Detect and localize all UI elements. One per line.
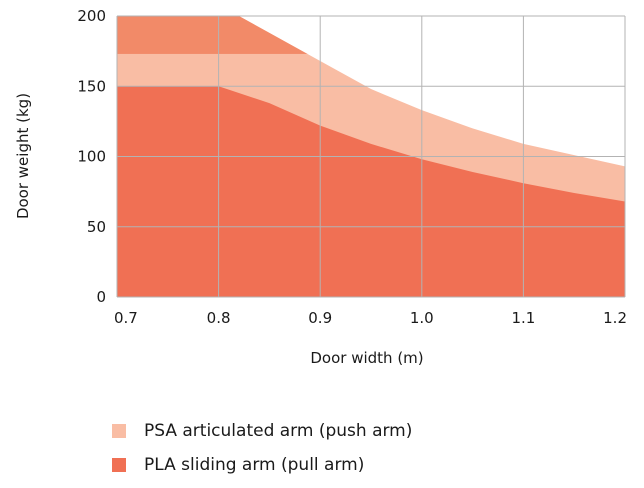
- y-tick-label-3: 150: [77, 77, 106, 95]
- area-pla-pull-arm: [117, 86, 625, 297]
- y-tick-label-1: 50: [87, 218, 106, 236]
- x-axis-ticks: 0.7 0.8 0.9 1.0 1.1 1.2: [114, 309, 627, 327]
- chart-plot: 0.7 0.8 0.9 1.0 1.1 1.2 0 50 100 150 200 Door wid…: [14, 7, 627, 367]
- y-tick-label-0: 0: [96, 288, 106, 306]
- legend-label-pla: PLA sliding arm (pull arm): [144, 455, 365, 475]
- y-axis-ticks: 0 50 100 150 200: [77, 7, 106, 306]
- legend-swatch-pla: [112, 458, 126, 472]
- legend-swatch-psa: [112, 424, 126, 438]
- legend-item-psa: PSA articulated arm (push arm): [112, 420, 412, 442]
- y-axis-title: Door weight (kg): [14, 93, 32, 219]
- legend: PSA articulated arm (push arm) PLA slidi…: [112, 420, 412, 488]
- y-tick-label-4: 200: [77, 7, 106, 25]
- x-tick-label-5: 1.2: [603, 309, 627, 327]
- x-tick-label-3: 1.0: [410, 309, 434, 327]
- x-tick-label-1: 0.8: [207, 309, 231, 327]
- x-tick-label-4: 1.1: [511, 309, 535, 327]
- y-tick-label-2: 100: [77, 148, 106, 166]
- area-overlap-band: [117, 16, 319, 54]
- grid-lines: [116, 15, 626, 298]
- legend-item-pla: PLA sliding arm (pull arm): [112, 454, 412, 476]
- x-axis-title: Door width (m): [310, 349, 423, 367]
- x-tick-label-0: 0.7: [114, 309, 138, 327]
- legend-label-psa: PSA articulated arm (push arm): [144, 421, 413, 441]
- x-tick-label-2: 0.9: [308, 309, 332, 327]
